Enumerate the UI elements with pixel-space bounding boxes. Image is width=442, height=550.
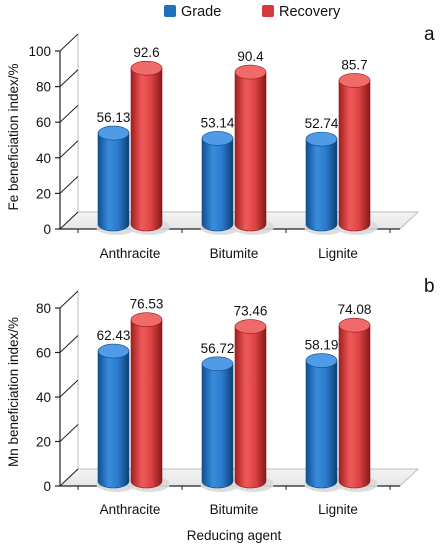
y-tick-depth-line — [59, 379, 79, 398]
x-category-label: Bitumite — [210, 246, 259, 261]
y-tick-label: 60 — [36, 346, 51, 361]
bar-top-cap — [97, 125, 130, 141]
y-tick-label: 80 — [36, 80, 51, 95]
legend-swatch-recovery — [262, 5, 274, 17]
bar-recovery-lignite: 85.7 — [338, 57, 371, 232]
y-tick-label: 100 — [28, 44, 51, 59]
bar-top-cap — [338, 73, 371, 88]
legend: Grade Recovery — [164, 4, 341, 20]
y-tick-depth-line — [59, 140, 79, 159]
bar-recovery-bitumite: 90.4 — [234, 49, 267, 232]
data-label: 92.6 — [133, 45, 159, 60]
panel-label-a: a — [424, 24, 435, 45]
data-label: 90.4 — [237, 49, 264, 64]
y-axis-title-a: Fe beneficiation index/% — [6, 63, 21, 210]
bar-body — [201, 363, 234, 489]
data-label: 74.08 — [338, 302, 372, 317]
chart-panel-a: a Fe beneficiation index/% 020406080100 … — [6, 24, 435, 261]
bar-body — [130, 67, 163, 232]
y-tick-label: 0 — [43, 222, 51, 237]
data-label: 76.53 — [130, 297, 164, 312]
bar-top-cap — [130, 60, 163, 76]
data-label: 85.7 — [341, 57, 367, 72]
legend-swatch-grade — [164, 5, 176, 17]
bar-top-cap — [201, 131, 234, 146]
bar-body — [97, 132, 130, 232]
legend-label-grade: Grade — [181, 4, 221, 20]
bars-b: 62.43 76.53 56.72 73.46 58.19 74.08 — [96, 297, 378, 492]
data-label: 52.74 — [305, 116, 339, 131]
y-tick-label: 40 — [36, 390, 51, 405]
bar-grade-bitumite: 56.72 — [201, 341, 235, 489]
category-labels-b: Anthracite Bitumite Lignite — [100, 502, 358, 517]
bar-recovery-lignite: 74.08 — [338, 302, 372, 489]
data-label: 62.43 — [97, 328, 131, 343]
panel-label-b: b — [424, 276, 435, 297]
chart-panel-b: b Mn beneficiation index/% Reducing agen… — [6, 276, 435, 543]
bar-body — [234, 326, 267, 489]
bars-a: 56.13 92.6 53.14 90.4 52.74 85.7 — [96, 45, 378, 235]
bar-top-cap — [201, 356, 234, 372]
bar-body — [130, 319, 163, 489]
y-tick-label: 0 — [43, 479, 51, 494]
y-tick-depth-line — [59, 424, 79, 442]
bar-top-cap — [338, 317, 371, 333]
x-axis-title-b: Reducing agent — [187, 528, 282, 543]
bar-body — [338, 80, 371, 232]
bar-top-cap — [234, 319, 267, 334]
bar-body — [305, 138, 338, 232]
x-category-label: Bitumite — [210, 502, 259, 517]
bar-body — [201, 138, 234, 232]
bar-recovery-anthracite: 92.6 — [130, 45, 163, 232]
legend-label-recovery: Recovery — [279, 4, 341, 20]
data-label: 56.13 — [97, 110, 131, 125]
bar-body — [97, 350, 130, 489]
bar-top-cap — [305, 353, 338, 368]
bar-body — [338, 324, 371, 489]
bar-grade-anthracite: 62.43 — [97, 328, 131, 489]
y-tick-depth-line — [59, 468, 79, 487]
y-axis-title-b: Mn beneficiation index/% — [6, 317, 21, 467]
bar-top-cap — [305, 131, 338, 147]
y-tick-depth-line — [59, 176, 79, 194]
bar-recovery-bitumite: 73.46 — [234, 304, 268, 489]
bar-grade-anthracite: 56.13 — [97, 110, 131, 232]
y-tick-depth-line — [59, 290, 79, 309]
data-label: 53.14 — [201, 115, 235, 130]
y-tick-depth-line — [59, 211, 79, 230]
bar-top-cap — [130, 312, 163, 328]
y-tick-depth-line — [59, 33, 79, 52]
bar-grade-lignite: 58.19 — [305, 338, 339, 489]
x-category-label: Anthracite — [100, 502, 161, 517]
bar-body — [234, 71, 267, 232]
bar-top-cap — [97, 343, 130, 359]
y-tick-label: 20 — [36, 435, 51, 450]
bar-body — [305, 360, 338, 489]
data-label: 58.19 — [305, 338, 339, 353]
x-category-label: Anthracite — [100, 246, 161, 261]
y-tick-depth-line — [59, 69, 79, 87]
bar-top-cap — [234, 64, 267, 80]
bar-recovery-anthracite: 76.53 — [130, 297, 164, 489]
y-tick-label: 20 — [36, 186, 51, 201]
y-tick-label: 40 — [36, 151, 51, 166]
category-labels-a: Anthracite Bitumite Lignite — [100, 246, 358, 261]
bar-grade-bitumite: 53.14 — [201, 115, 235, 232]
y-tick-label: 80 — [36, 301, 51, 316]
y-tick-label: 60 — [36, 115, 51, 130]
y-tick-depth-line — [59, 335, 79, 353]
y-tick-depth-line — [59, 104, 79, 123]
data-label: 56.72 — [201, 341, 235, 356]
x-category-label: Lignite — [318, 246, 358, 261]
bar-grade-lignite: 52.74 — [305, 116, 339, 232]
x-category-label: Lignite — [318, 502, 358, 517]
data-label: 73.46 — [234, 304, 268, 319]
